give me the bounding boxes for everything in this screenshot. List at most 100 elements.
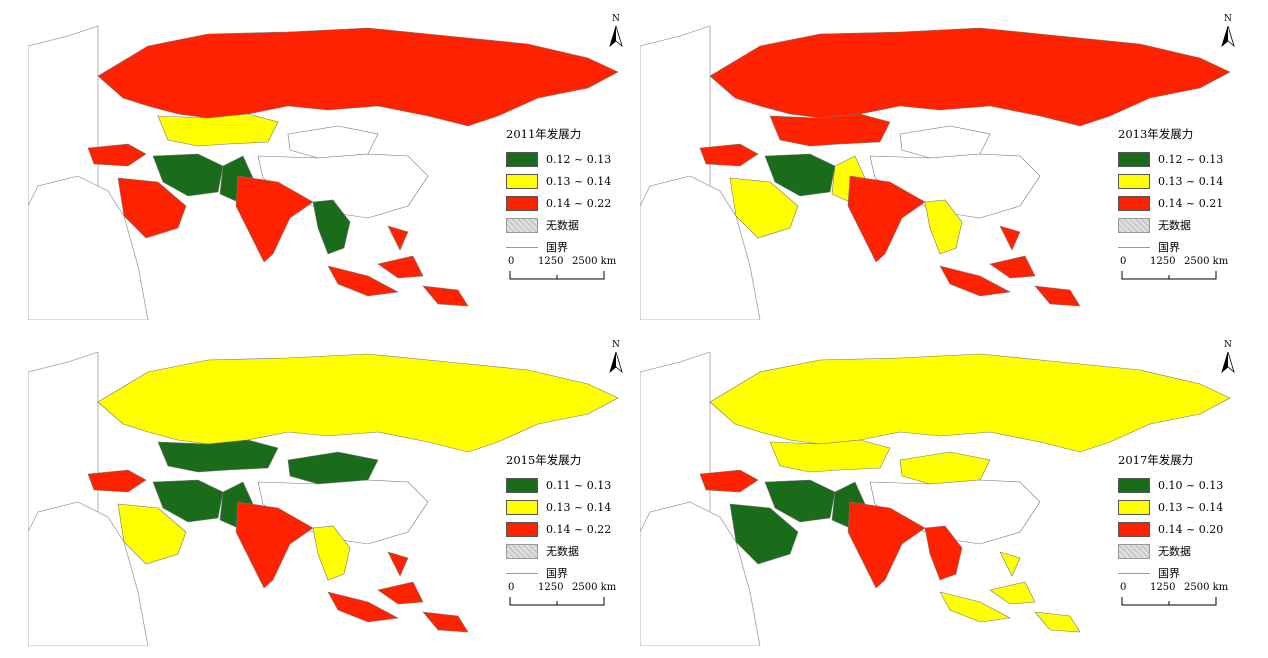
border-label: 国界 xyxy=(546,241,568,254)
nodata-swatch xyxy=(1118,543,1150,559)
legend-nodata: 无数据 xyxy=(1118,214,1230,236)
russia-region xyxy=(97,27,619,127)
nodata-swatch xyxy=(506,217,538,233)
border-label: 国界 xyxy=(1158,567,1180,580)
legend-label: 0.11 ~ 0.13 xyxy=(546,478,612,492)
kazakhstan-region xyxy=(157,113,279,147)
legend-swatch xyxy=(1118,195,1150,211)
legend-swatch xyxy=(1118,477,1150,493)
map-panel-2015: 2015年发展力 0.11 ~ 0.13 0.13 ~ 0.14 0.14 ~ 0.2… xyxy=(28,332,632,646)
russia-region xyxy=(97,353,619,453)
legend-title: 2013年发展力 xyxy=(1118,127,1194,141)
map-panel-2017: 2017年发展力 0.10 ~ 0.13 0.13 ~ 0.14 0.14 ~ 0.2… xyxy=(640,332,1244,646)
legend-nodata: 无数据 xyxy=(1118,540,1230,562)
saudi-region xyxy=(117,503,187,565)
north-label: N xyxy=(1224,14,1232,24)
border-label: 国界 xyxy=(546,567,568,580)
legend-item: 0.14 ~ 0.21 xyxy=(1118,192,1230,214)
north-arrow-icon: N xyxy=(606,340,626,376)
legend-swatch xyxy=(506,173,538,189)
legend-item: 0.10 ~ 0.13 xyxy=(1118,474,1230,496)
legend-item: 0.12 ~ 0.13 xyxy=(506,148,618,170)
saudi-region xyxy=(729,177,799,239)
kazakhstan-region xyxy=(769,439,891,473)
scale-label: 0 xyxy=(508,256,515,267)
legend-label: 0.14 ~ 0.20 xyxy=(1158,522,1224,536)
scale-label: 0 xyxy=(508,582,515,593)
legend-swatch xyxy=(506,151,538,167)
indochina-region xyxy=(924,199,963,255)
indochina-region xyxy=(312,199,351,255)
scale-bar: 0 1250 2500 km xyxy=(1120,256,1230,292)
turkey-region xyxy=(87,469,147,493)
africa-outline xyxy=(640,501,761,646)
legend-item: 0.14 ~ 0.20 xyxy=(1118,518,1230,540)
legend-border: 国界 xyxy=(1118,236,1230,258)
legend-label: 0.14 ~ 0.22 xyxy=(546,522,612,536)
turkey-region xyxy=(87,143,147,167)
legend-label: 0.12 ~ 0.13 xyxy=(546,152,612,166)
legend-border: 国界 xyxy=(506,562,618,584)
iran-region xyxy=(764,479,836,523)
map-panel-2013: 2013年发展力 0.12 ~ 0.13 0.13 ~ 0.14 0.14 ~ 0.2… xyxy=(640,6,1244,320)
legend-title: 2011年发展力 xyxy=(506,127,582,141)
legend-swatch xyxy=(506,477,538,493)
kazakhstan-region xyxy=(769,113,891,147)
legend-item: 0.12 ~ 0.13 xyxy=(1118,148,1230,170)
scale-label: 1250 xyxy=(1150,256,1176,267)
legend-label: 0.14 ~ 0.22 xyxy=(546,196,612,210)
indochina-region xyxy=(924,525,963,581)
kazakhstan-region xyxy=(157,439,279,473)
border-line xyxy=(506,246,538,248)
legend-item: 0.14 ~ 0.22 xyxy=(506,518,618,540)
legend-border: 国界 xyxy=(506,236,618,258)
scale-label: 2500 km xyxy=(572,582,617,593)
legend-item: 0.13 ~ 0.14 xyxy=(1118,496,1230,518)
mongolia-region xyxy=(287,125,379,159)
legend-swatch xyxy=(1118,151,1150,167)
nodata-label: 无数据 xyxy=(546,219,579,232)
choropleth-map xyxy=(640,351,1231,646)
map-legend: 2015年发展力 0.11 ~ 0.13 0.13 ~ 0.14 0.14 ~ 0.2… xyxy=(506,452,618,584)
nodata-swatch xyxy=(506,543,538,559)
saudi-region xyxy=(117,177,187,239)
border-line xyxy=(506,572,538,574)
legend-item: 0.13 ~ 0.14 xyxy=(506,496,618,518)
mongolia-region xyxy=(899,125,991,159)
india-region xyxy=(847,175,926,263)
se-asia-region xyxy=(939,225,1081,307)
india-region xyxy=(847,501,926,589)
scale-label: 0 xyxy=(1120,256,1127,267)
border-line xyxy=(1118,246,1150,248)
africa-outline xyxy=(28,501,149,646)
mongolia-region xyxy=(287,451,379,485)
nodata-label: 无数据 xyxy=(546,545,579,558)
legend-label: 0.12 ~ 0.13 xyxy=(1158,152,1224,166)
legend-item: 0.13 ~ 0.14 xyxy=(506,170,618,192)
africa-outline xyxy=(28,175,149,320)
legend-label: 0.13 ~ 0.14 xyxy=(1158,500,1224,514)
legend-label: 0.10 ~ 0.13 xyxy=(1158,478,1224,492)
saudi-region xyxy=(729,503,799,565)
map-panel-2011: 2011年发展力 0.12 ~ 0.13 0.13 ~ 0.14 0.14 ~ 0.2… xyxy=(28,6,632,320)
indochina-region xyxy=(312,525,351,581)
legend-item: 0.13 ~ 0.14 xyxy=(1118,170,1230,192)
se-asia-region xyxy=(939,551,1081,633)
se-asia-region xyxy=(327,225,469,307)
scale-label: 0 xyxy=(1120,582,1127,593)
north-label: N xyxy=(612,340,620,350)
legend-swatch xyxy=(1118,521,1150,537)
north-arrow-icon: N xyxy=(1218,340,1238,376)
scale-bar: 0 1250 2500 km xyxy=(1120,582,1230,618)
legend-item: 0.11 ~ 0.13 xyxy=(506,474,618,496)
legend-swatch xyxy=(506,499,538,515)
north-arrow-icon: N xyxy=(1218,14,1238,50)
legend-title: 2015年发展力 xyxy=(506,453,582,467)
north-label: N xyxy=(612,14,620,24)
choropleth-map xyxy=(640,25,1231,320)
scale-label: 2500 km xyxy=(572,256,617,267)
scale-label: 2500 km xyxy=(1184,582,1229,593)
scale-label: 2500 km xyxy=(1184,256,1229,267)
mongolia-region xyxy=(899,451,991,485)
legend-swatch xyxy=(1118,499,1150,515)
